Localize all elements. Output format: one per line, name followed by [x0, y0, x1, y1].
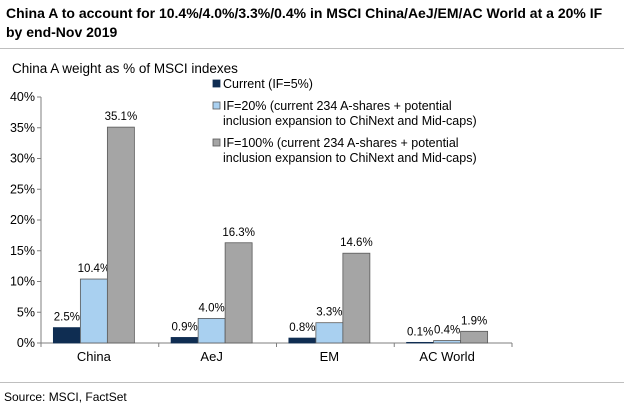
y-tick-label: 10% — [10, 275, 35, 289]
y-tick-label: 35% — [10, 121, 35, 135]
legend-swatch — [212, 101, 221, 110]
bar — [52, 327, 81, 344]
y-tick-label: 25% — [10, 182, 35, 196]
bar — [460, 330, 489, 344]
top-divider — [0, 48, 624, 49]
y-tick-label: 20% — [10, 213, 35, 227]
bar — [315, 322, 344, 344]
legend-swatch — [212, 138, 221, 147]
y-tick-label: 30% — [10, 152, 35, 166]
bar — [170, 337, 199, 344]
y-tick-label: 0% — [17, 336, 35, 350]
x-tick-label: AC World — [419, 349, 474, 364]
legend-label: IF=100% (current 234 A-shares + potentia… — [223, 136, 459, 150]
y-tick-label: 5% — [17, 305, 35, 319]
x-tick-label: EM — [320, 349, 340, 364]
x-tick-label: AeJ — [200, 349, 222, 364]
legend-label: Current (IF=5%) — [223, 77, 313, 91]
data-label: 0.4% — [434, 325, 460, 337]
legend-label: inclusion expansion to ChiNext and Mid-c… — [223, 114, 477, 128]
legend-label: IF=20% (current 234 A-shares + potential — [223, 99, 452, 113]
bottom-divider — [0, 382, 624, 383]
bar — [342, 252, 371, 344]
bar — [106, 126, 135, 344]
data-label: 0.8% — [289, 322, 315, 334]
chart-title: China A weight as % of MSCI indexes — [12, 61, 238, 76]
source-note: Source: MSCI, FactSet — [4, 390, 127, 404]
bar — [406, 341, 435, 344]
y-tick-label: 40% — [10, 90, 35, 104]
data-label: 0.1% — [407, 326, 433, 338]
page-title: China A to account for 10.4%/4.0%/3.3%/0… — [6, 5, 603, 40]
data-label: 3.3% — [316, 307, 342, 319]
legend-swatch — [212, 79, 221, 88]
data-label: 35.1% — [105, 111, 138, 123]
data-label: 16.3% — [222, 227, 255, 239]
data-label: 14.6% — [340, 237, 373, 249]
data-label: 2.5% — [54, 312, 80, 324]
data-label: 4.0% — [199, 302, 225, 314]
bar — [79, 278, 108, 344]
x-tick-label: China — [77, 349, 112, 364]
data-label: 0.9% — [172, 321, 198, 333]
bar — [288, 337, 317, 344]
bar — [197, 317, 226, 344]
data-label: 10.4% — [78, 263, 111, 275]
data-label: 1.9% — [461, 315, 487, 327]
bar — [433, 340, 462, 344]
y-tick-label: 15% — [10, 244, 35, 258]
legend-label: inclusion expansion to ChiNext and Mid-c… — [223, 151, 477, 165]
bar — [224, 242, 253, 344]
